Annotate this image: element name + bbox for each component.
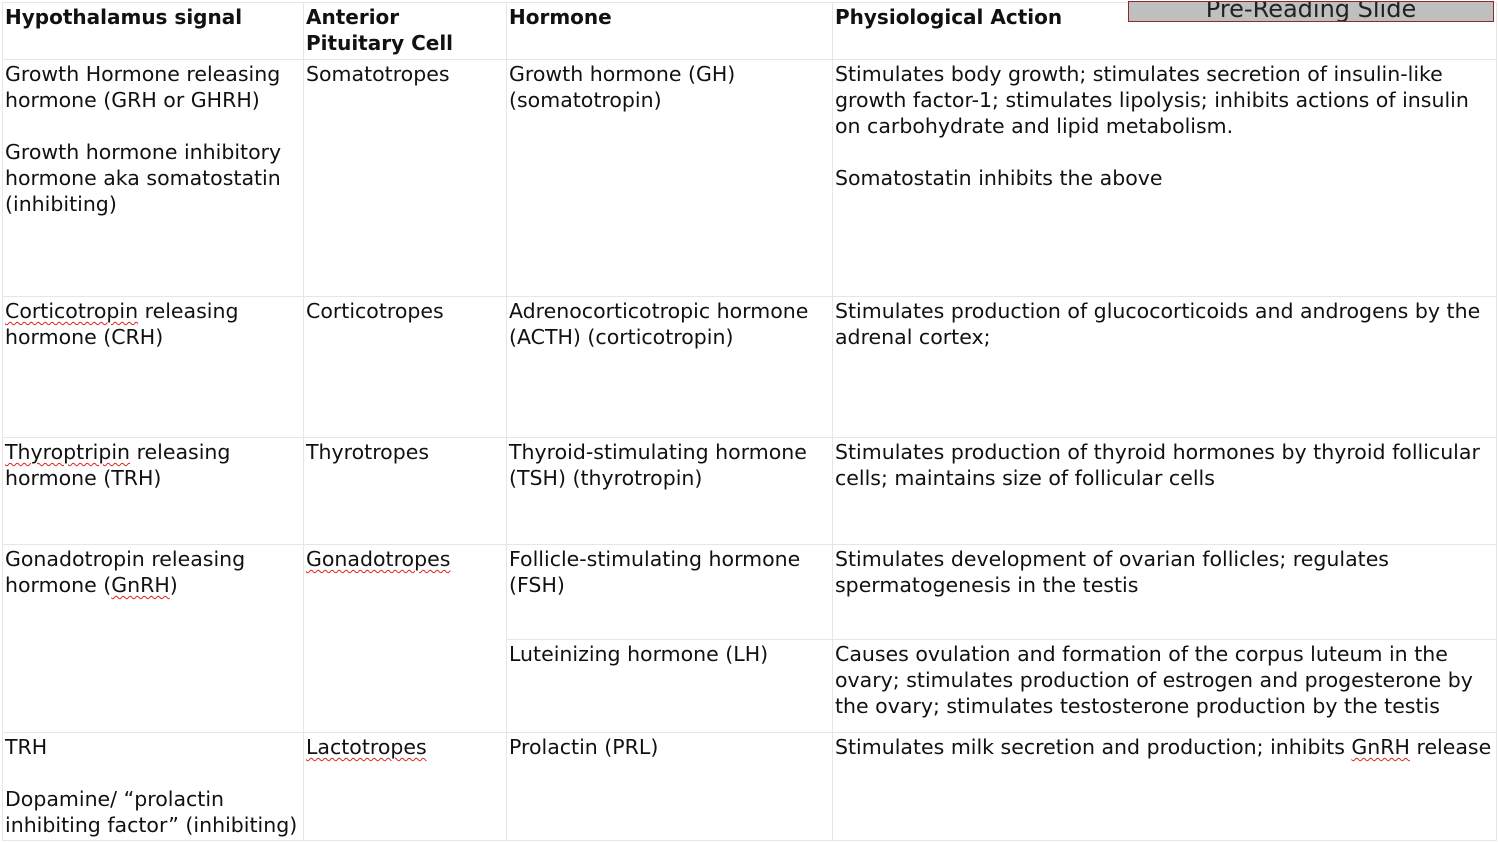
cell-action: Causes ovulation and formation of the co… — [832, 639, 1497, 733]
signal-text: Gonadotropin releasing hormone ( — [5, 547, 246, 597]
signal-text: Dopamine/ “prolactin inhibiting factor” … — [5, 787, 298, 837]
action-text: Somatostatin inhibits the above — [835, 166, 1163, 190]
cell-action: Stimulates milk secretion and production… — [832, 732, 1497, 841]
header-hormone: Hormone — [506, 2, 833, 60]
cell-signal: Thyroptripin releasing hormone (TRH) — [2, 437, 304, 545]
signal-text: releasing hormone (TRH) — [5, 440, 231, 490]
cell-signal: TRH Dopamine/ “prolactin inhibiting fact… — [2, 732, 304, 841]
cell-hormone: Prolactin (PRL) — [506, 732, 833, 841]
spellcheck-word: GnRH — [111, 573, 170, 597]
spellcheck-word: Corticotropin — [5, 299, 139, 323]
signal-text: TRH — [5, 735, 48, 759]
cell-hormone: Luteinizing hormone (LH) — [506, 639, 833, 733]
spellcheck-word: GnRH — [1351, 735, 1410, 759]
spellcheck-word: Gonadotropes — [306, 547, 451, 571]
cell-pituitary: Gonadotropes — [303, 544, 507, 733]
signal-text: Growth Hormone releasing hormone (GRH or… — [5, 62, 281, 112]
spellcheck-word: Thyroptripin — [5, 440, 131, 464]
cell-action: Stimulates production of glucocorticoids… — [832, 296, 1497, 438]
table-row-acth: Corticotropin releasing hormone (CRH) Co… — [2, 296, 1497, 438]
pre-reading-badge: Pre-Reading Slide — [1128, 1, 1494, 22]
cell-action: Stimulates body growth; stimulates secre… — [832, 59, 1497, 297]
header-cell: Anterior Pituitary Cell — [303, 2, 507, 60]
action-text: Stimulates body growth; stimulates secre… — [835, 62, 1469, 138]
cell-hormone: Growth hormone (GH) (somatotropin) — [506, 59, 833, 297]
cell-action: Stimulates production of thyroid hormone… — [832, 437, 1497, 545]
table-row-lh: Luteinizing hormone (LH) Causes ovulatio… — [3, 639, 1497, 733]
signal-text: Growth hormone inhibitory hormone aka so… — [5, 140, 282, 216]
table-row-gh: Growth Hormone releasing hormone (GRH or… — [2, 59, 1497, 297]
cell-hormone: Follicle-stimulating hormone (FSH) — [506, 544, 833, 640]
cell-hormone: Adrenocorticotropic hormone (ACTH) (cort… — [506, 296, 833, 438]
action-text: Stimulates milk secretion and production… — [835, 735, 1352, 759]
cell-pituitary: Somatotropes — [303, 59, 507, 297]
table-row-fsh: Gonadotropin releasing hormone (GnRH) Go… — [2, 544, 1497, 733]
cell-action: Stimulates development of ovarian follic… — [832, 544, 1497, 640]
badge-label: Pre-Reading Slide — [1205, 1, 1417, 22]
cell-pituitary: Corticotropes — [303, 296, 507, 438]
signal-text: ) — [169, 573, 178, 597]
header-row: Hypothalamus signal Anterior Pituitary C… — [2, 2, 1497, 60]
cell-pituitary: Thyrotropes — [303, 437, 507, 545]
header-signal: Hypothalamus signal — [2, 2, 304, 60]
spellcheck-word: Lactotropes — [306, 735, 427, 759]
signal-text: releasing hormone (CRH) — [5, 299, 239, 349]
cell-pituitary: Lactotropes — [303, 732, 507, 841]
cell-signal: Gonadotropin releasing hormone (GnRH) — [2, 544, 304, 733]
action-text: release — [1409, 735, 1492, 759]
table-row-prl: TRH Dopamine/ “prolactin inhibiting fact… — [2, 732, 1497, 841]
cell-signal: Growth Hormone releasing hormone (GRH or… — [2, 59, 304, 297]
table-row-tsh: Thyroptripin releasing hormone (TRH) Thy… — [2, 437, 1497, 545]
cell-hormone: Thyroid-stimulating hormone (TSH) (thyro… — [506, 437, 833, 545]
cell-signal: Corticotropin releasing hormone (CRH) — [2, 296, 304, 438]
